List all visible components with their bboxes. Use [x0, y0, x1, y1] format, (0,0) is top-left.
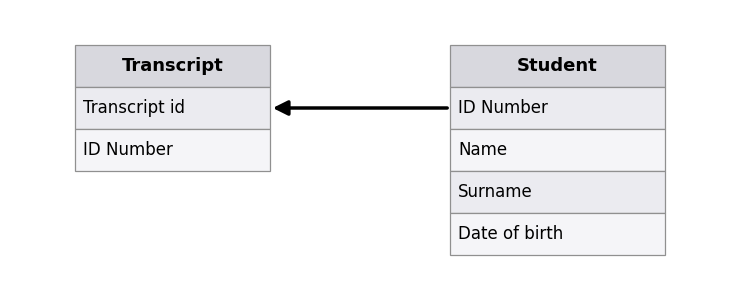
Text: ID Number: ID Number: [458, 99, 548, 117]
Text: Transcript: Transcript: [121, 57, 223, 75]
Bar: [450, 171, 665, 213]
Text: Date of birth: Date of birth: [458, 225, 563, 243]
Text: Name: Name: [458, 141, 507, 159]
Bar: [75, 129, 270, 171]
Text: Surname: Surname: [458, 183, 533, 201]
Bar: [450, 45, 665, 87]
Text: Student: Student: [517, 57, 598, 75]
Bar: [450, 213, 665, 255]
Bar: [75, 87, 270, 129]
Bar: [75, 45, 270, 87]
Text: Transcript id: Transcript id: [83, 99, 185, 117]
Bar: [450, 129, 665, 171]
Text: ID Number: ID Number: [83, 141, 173, 159]
Bar: [450, 87, 665, 129]
